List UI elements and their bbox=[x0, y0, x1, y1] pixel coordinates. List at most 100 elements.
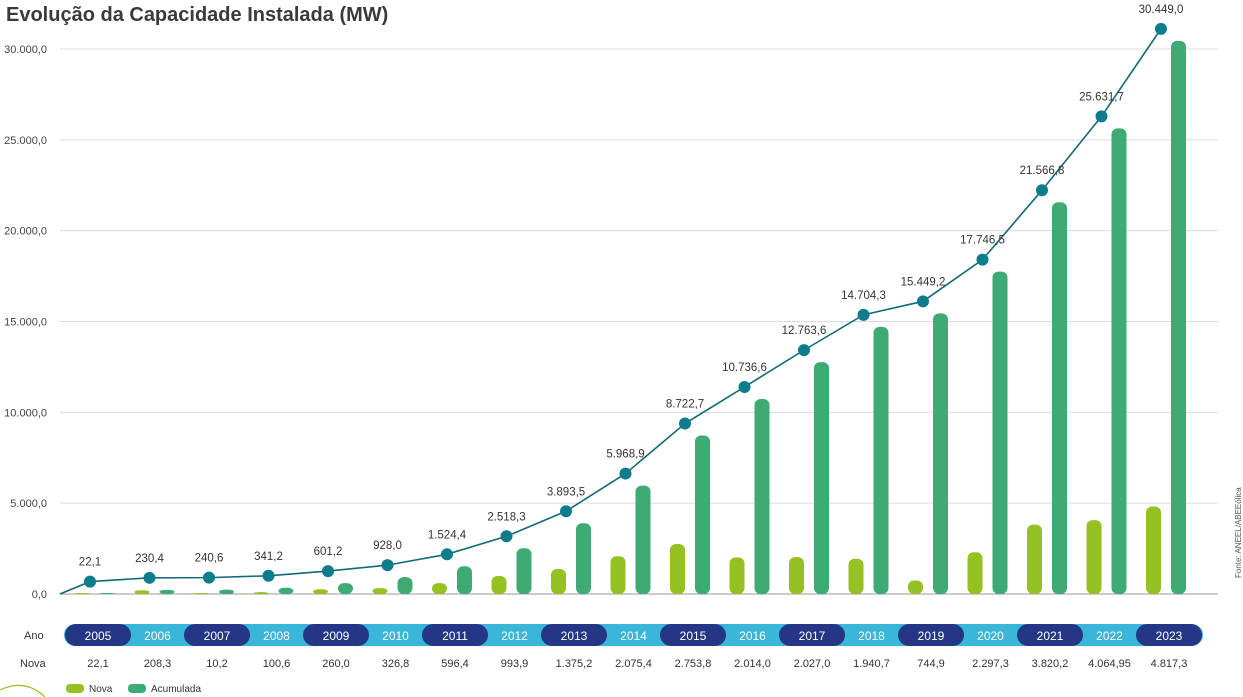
cumulative-point bbox=[1155, 22, 1167, 35]
bar-nova bbox=[789, 557, 804, 594]
cumulative-point bbox=[143, 571, 156, 584]
new-data-label: 2.014,0 bbox=[734, 658, 771, 670]
legend-swatch-nova bbox=[66, 684, 84, 693]
new-data-label: 2.297,3 bbox=[972, 658, 1009, 670]
bar-acumulada bbox=[635, 485, 651, 594]
year-pill bbox=[65, 624, 131, 646]
y-tick-label: 10.000,0 bbox=[4, 407, 47, 419]
new-data-label: 22,1 bbox=[87, 658, 108, 670]
bar-nova bbox=[1146, 506, 1161, 594]
x-tick-label: 2010 bbox=[382, 629, 409, 643]
x-tick-label: 2020 bbox=[977, 629, 1004, 643]
cumulative-data-label: 10.736,6 bbox=[722, 362, 767, 374]
legend-swatch-acumulada bbox=[128, 684, 146, 693]
cumulative-data-label: 12.763,6 bbox=[782, 325, 827, 337]
bar-acumulada bbox=[1052, 202, 1067, 595]
x-tick-label: 2015 bbox=[680, 629, 707, 643]
cumulative-point bbox=[560, 505, 572, 518]
cumulative-point bbox=[1095, 110, 1108, 123]
cumulative-point bbox=[619, 467, 632, 480]
cumulative-point bbox=[441, 548, 453, 561]
bar-acumulada bbox=[397, 577, 413, 594]
bar-nova bbox=[432, 583, 447, 594]
year-row-label: Ano bbox=[24, 630, 44, 642]
cumulative-data-label: 21.566,8 bbox=[1020, 165, 1065, 177]
cumulative-point bbox=[322, 565, 334, 578]
bar-acumulada bbox=[100, 593, 115, 594]
chart-title: Evolução da Capacidade Instalada (MW) bbox=[6, 4, 389, 26]
cumulative-data-label: 230,4 bbox=[135, 553, 164, 565]
bar-nova bbox=[491, 575, 507, 594]
bar-acumulada bbox=[1111, 128, 1127, 594]
cumulative-point bbox=[976, 253, 989, 266]
x-tick-label: 2021 bbox=[1037, 629, 1064, 643]
new-data-label: 100,6 bbox=[263, 658, 291, 670]
new-data-label: 596,4 bbox=[441, 658, 469, 670]
cumulative-point bbox=[203, 571, 215, 584]
year-pill bbox=[1136, 624, 1202, 646]
x-tick-label: 2011 bbox=[442, 629, 468, 643]
cumulative-data-label: 22,1 bbox=[79, 557, 101, 569]
cumulative-point bbox=[798, 344, 810, 357]
new-data-label: 1.940,7 bbox=[853, 658, 890, 670]
x-tick-label: 2018 bbox=[858, 629, 885, 643]
cumulative-point bbox=[84, 575, 96, 588]
x-tick-label: 2022 bbox=[1096, 629, 1123, 643]
new-data-label: 4.817,3 bbox=[1151, 658, 1188, 670]
bar-nova bbox=[134, 590, 150, 594]
x-tick-label: 2007 bbox=[204, 629, 231, 643]
cumulative-data-label: 928,0 bbox=[373, 540, 402, 552]
bar-nova bbox=[313, 589, 328, 594]
bar-acumulada bbox=[338, 583, 353, 594]
year-pill bbox=[779, 624, 845, 646]
new-row-label: Nova bbox=[20, 658, 47, 670]
new-data-label: 208,3 bbox=[144, 658, 172, 670]
cumulative-data-label: 17.746,5 bbox=[960, 235, 1005, 247]
bar-acumulada bbox=[457, 566, 472, 594]
bar-nova bbox=[75, 593, 90, 594]
x-tick-label: 2009 bbox=[323, 629, 350, 643]
bar-nova bbox=[610, 556, 626, 594]
bar-acumulada bbox=[219, 589, 234, 594]
cumulative-point bbox=[857, 308, 870, 321]
bar-nova bbox=[670, 543, 685, 594]
new-data-label: 260,0 bbox=[322, 658, 350, 670]
cumulative-point bbox=[738, 380, 751, 393]
bar-acumulada bbox=[516, 548, 532, 594]
y-tick-label: 15.000,0 bbox=[4, 317, 47, 329]
bar-nova bbox=[729, 557, 745, 594]
bar-nova bbox=[1086, 520, 1102, 594]
source-note: Fonte: ANEEL/ABEEólica bbox=[1234, 487, 1243, 578]
new-data-label: 1.375,2 bbox=[556, 658, 593, 670]
cumulative-point bbox=[917, 295, 929, 308]
legend-label-nova: Nova bbox=[89, 684, 113, 695]
cumulative-data-label: 3.893,5 bbox=[547, 486, 585, 498]
bar-nova bbox=[1027, 524, 1042, 594]
bar-acumulada bbox=[576, 523, 591, 594]
x-tick-label: 2005 bbox=[85, 629, 112, 643]
x-tick-label: 2019 bbox=[918, 629, 945, 643]
cumulative-data-label: 2.518,3 bbox=[487, 511, 525, 523]
year-pill bbox=[303, 624, 369, 646]
bar-nova bbox=[194, 593, 209, 594]
cumulative-data-label: 341,2 bbox=[254, 551, 283, 563]
bar-acumulada bbox=[933, 313, 948, 594]
new-data-label: 2.027,0 bbox=[794, 658, 831, 670]
corner-decoration bbox=[0, 684, 46, 697]
x-tick-label: 2014 bbox=[620, 629, 647, 643]
new-data-label: 744,9 bbox=[917, 658, 945, 670]
bar-nova bbox=[372, 588, 388, 594]
x-tick-label: 2017 bbox=[799, 629, 826, 643]
new-data-label: 4.064,95 bbox=[1088, 658, 1131, 670]
cumulative-data-label: 5.968,9 bbox=[606, 449, 644, 461]
bar-acumulada bbox=[695, 435, 710, 594]
bar-acumulada bbox=[992, 271, 1008, 594]
bar-acumulada bbox=[1171, 40, 1186, 595]
bar-acumulada bbox=[278, 587, 294, 594]
new-data-label: 326,8 bbox=[382, 658, 410, 670]
cumulative-point bbox=[1036, 184, 1048, 197]
cumulative-line bbox=[59, 28, 1162, 595]
year-pill bbox=[1017, 624, 1083, 646]
year-pill bbox=[898, 624, 964, 646]
bar-nova bbox=[908, 580, 923, 594]
